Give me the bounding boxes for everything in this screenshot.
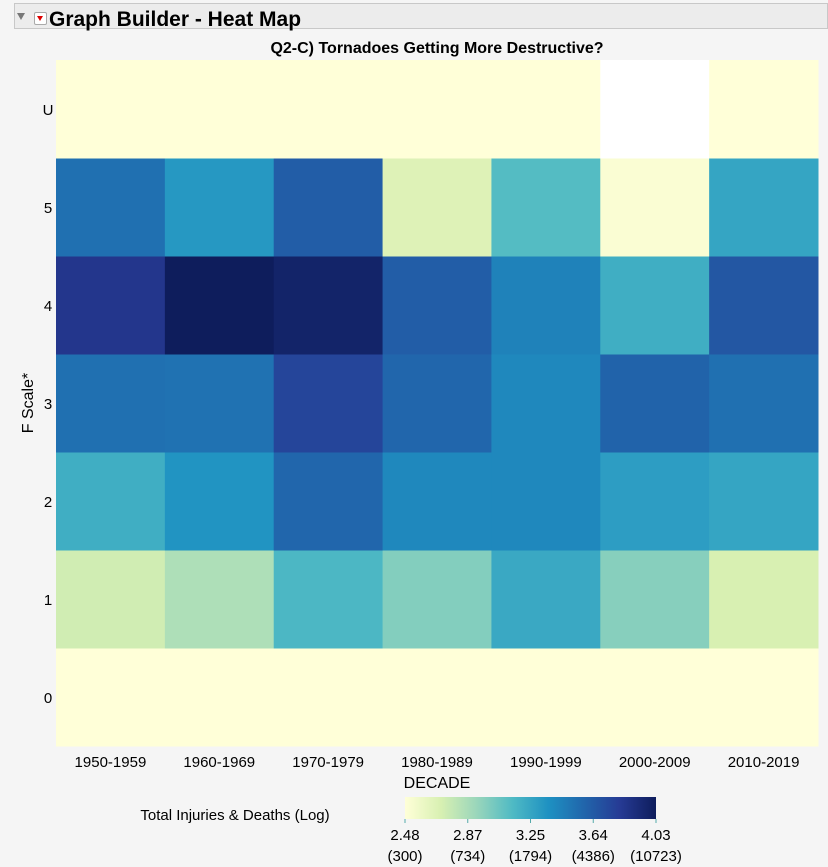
y-tick-label: 5 bbox=[44, 200, 52, 217]
heatmap-cell bbox=[600, 256, 710, 355]
legend-tick-count: (10723) bbox=[630, 848, 682, 865]
y-tick-label: 3 bbox=[44, 396, 52, 413]
heatmap-cell bbox=[709, 550, 819, 649]
heatmap-cell bbox=[56, 354, 166, 453]
heatmap-cell bbox=[600, 60, 710, 159]
y-tick-label: 0 bbox=[44, 690, 52, 707]
outline-title: Graph Builder - Heat Map bbox=[49, 8, 302, 31]
heatmap-cell bbox=[164, 256, 275, 355]
heatmap-cell bbox=[273, 60, 384, 159]
x-tick-label: 1990-1999 bbox=[510, 754, 582, 771]
heatmap-cell bbox=[382, 648, 492, 747]
y-tick-label: U bbox=[43, 102, 54, 119]
x-tick-label: 1950-1959 bbox=[75, 754, 147, 771]
x-tick-label: 1960-1969 bbox=[183, 754, 255, 771]
legend-title: Total Injuries & Deaths (Log) bbox=[140, 807, 329, 824]
heatmap-cell bbox=[273, 648, 384, 747]
y-tick-label: 1 bbox=[44, 592, 52, 609]
heatmap-cell bbox=[164, 648, 275, 747]
heatmap-cell bbox=[56, 648, 166, 747]
heatmap-cell bbox=[709, 256, 819, 355]
heatmap-cell bbox=[273, 550, 384, 649]
heatmap-cell bbox=[382, 256, 492, 355]
heatmap-cell bbox=[382, 158, 492, 257]
heatmap-cell bbox=[600, 452, 710, 551]
heatmap-cell bbox=[382, 550, 492, 649]
chart-title: Q2-C) Tornadoes Getting More Destructive… bbox=[270, 40, 603, 57]
heatmap-cell bbox=[273, 256, 384, 355]
heatmap-cell bbox=[164, 550, 275, 649]
heatmap-cell bbox=[600, 354, 710, 453]
legend-colorbar bbox=[405, 797, 656, 819]
heatmap-cell bbox=[491, 452, 601, 551]
heatmap-cell bbox=[56, 158, 166, 257]
y-axis-label: F Scale* bbox=[20, 373, 37, 433]
y-tick-label: 2 bbox=[44, 494, 52, 511]
heatmap-cell bbox=[709, 452, 819, 551]
heatmap-cell bbox=[273, 354, 384, 453]
y-tick-label: 4 bbox=[44, 298, 52, 315]
heatmap-cell bbox=[273, 158, 384, 257]
legend-tick-count: (734) bbox=[450, 848, 485, 865]
legend-tick-value: 4.03 bbox=[641, 827, 670, 844]
heatmap-cell bbox=[709, 648, 819, 747]
heatmap-cell bbox=[273, 452, 384, 551]
heatmap-cell bbox=[164, 158, 275, 257]
legend-tick-value: 3.64 bbox=[579, 827, 608, 844]
heatmap-cell bbox=[382, 452, 492, 551]
legend-tick-value: 3.25 bbox=[516, 827, 545, 844]
heatmap-cell bbox=[382, 354, 492, 453]
legend-tick-count: (1794) bbox=[509, 848, 552, 865]
heatmap-cell bbox=[491, 158, 601, 257]
legend-tick-value: 2.48 bbox=[390, 827, 419, 844]
heatmap-cell bbox=[491, 354, 601, 453]
heatmap-cell bbox=[709, 60, 819, 159]
legend-tick-count: (300) bbox=[387, 848, 422, 865]
heatmap-cell bbox=[709, 158, 819, 257]
heatmap-cell bbox=[600, 550, 710, 649]
legend-tick-count: (4386) bbox=[572, 848, 615, 865]
heatmap-cell bbox=[491, 60, 601, 159]
heatmap-cell bbox=[491, 648, 601, 747]
x-tick-label: 2010-2019 bbox=[728, 754, 800, 771]
heatmap-cell bbox=[600, 648, 710, 747]
legend-tick-value: 2.87 bbox=[453, 827, 482, 844]
heatmap-cell bbox=[491, 256, 601, 355]
x-tick-label: 2000-2009 bbox=[619, 754, 691, 771]
heatmap-cell bbox=[56, 256, 166, 355]
heatmap-cell bbox=[382, 60, 492, 159]
heatmap-cell bbox=[164, 354, 275, 453]
heatmap-cell bbox=[56, 550, 166, 649]
x-tick-label: 1980-1989 bbox=[401, 754, 473, 771]
heatmap-cell bbox=[600, 158, 710, 257]
heatmap-cell bbox=[491, 550, 601, 649]
heatmap-cell bbox=[164, 452, 275, 551]
heatmap-cell bbox=[56, 452, 166, 551]
outline-header: Graph Builder - Heat Map bbox=[14, 3, 828, 31]
red-triangle-menu-icon[interactable] bbox=[34, 12, 47, 25]
x-tick-label: 1970-1979 bbox=[292, 754, 364, 771]
heatmap-cell bbox=[56, 60, 166, 159]
heatmap-cell bbox=[164, 60, 275, 159]
disclosure-triangle-icon[interactable] bbox=[17, 13, 25, 20]
x-axis-label: DECADE bbox=[404, 775, 471, 792]
heatmap-cell bbox=[709, 354, 819, 453]
